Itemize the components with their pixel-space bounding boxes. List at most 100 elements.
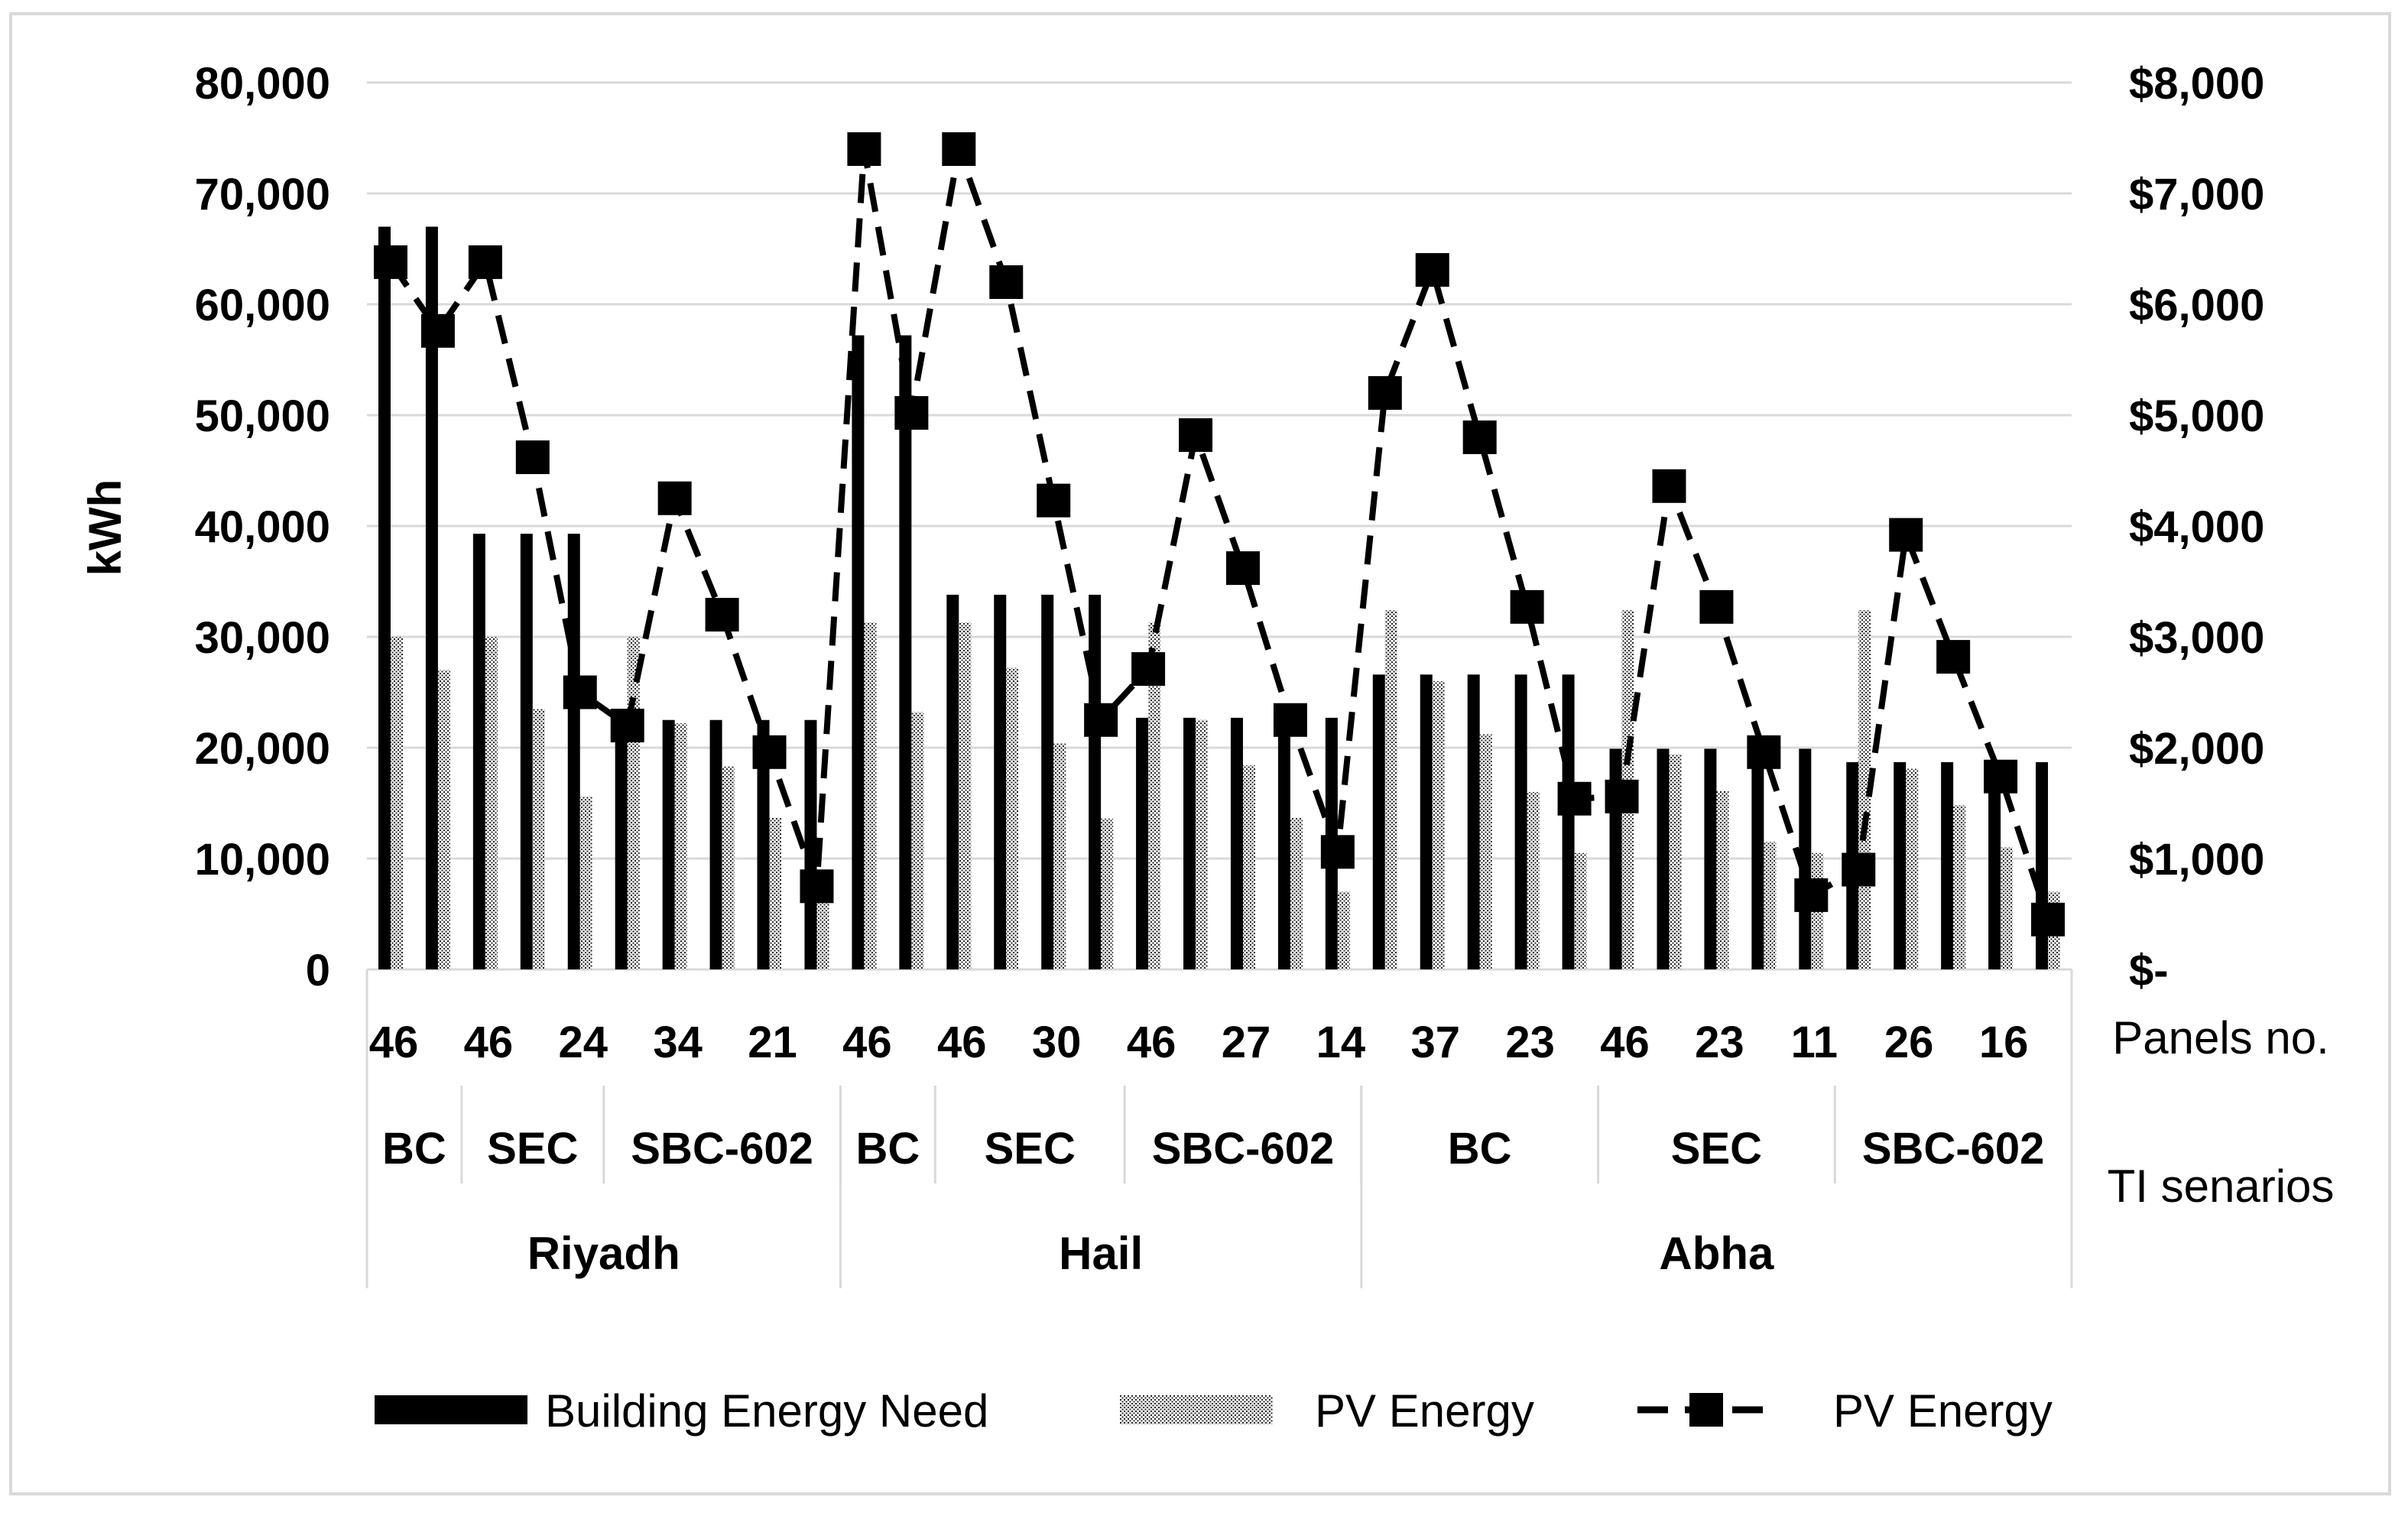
bar-pv-energy [579,796,592,969]
bar-building-energy-need [1277,717,1290,969]
cost-marker [1652,469,1686,503]
bar-pv-energy [1669,754,1682,969]
bar-building-energy-need [1230,717,1243,969]
panel-count-label: 11 [1791,1018,1838,1067]
legend-item-pv-energy-cost: PV Energy [1637,1385,2053,1437]
panel-count-label: 23 [1505,1018,1555,1067]
panel-count-label: 27 [1222,1018,1271,1067]
cost-marker [1368,376,1402,410]
y2-tick-label: $5,000 [2129,391,2264,441]
bar-building-energy-need [1941,761,1954,969]
bar-pv-energy [1006,667,1019,969]
cost-marker [1747,735,1781,769]
bar-building-energy-need [1562,674,1575,969]
bar-building-energy-need [1372,674,1385,969]
bar-pv-energy [1574,852,1587,969]
y-axis-title: kWh [80,479,131,576]
bar-pv-energy [2001,847,2014,969]
bar-building-energy-need [662,719,675,969]
legend-item-building-energy-need: Building Energy Need [375,1385,988,1437]
bar-pv-energy [1337,891,1350,969]
bar-building-energy-need [615,719,628,969]
bar-building-energy-need [1894,761,1907,969]
y2-tick-label: $3,000 [2129,613,2264,663]
bar-pv-energy [485,637,498,969]
bar-building-energy-need [425,226,438,969]
cost-marker [752,735,787,769]
bar-pv-energy [1953,805,1966,969]
bar-building-energy-need [1657,748,1670,969]
cost-marker [1462,420,1497,454]
bar-building-energy-need [1988,761,2001,969]
y-tick-label: 80,000 [195,59,330,109]
cost-marker [1794,878,1829,912]
bar-building-energy-need [1136,717,1149,969]
bar-building-energy-need [804,719,817,969]
bar-pv-energy [1242,765,1255,969]
panel-count-label: 14 [1316,1018,1366,1067]
y2-tick-label: $4,000 [2129,502,2264,552]
bar-pv-energy [532,709,545,969]
y2-tick-label: $2,000 [2129,724,2264,774]
cost-marker [1179,418,1213,453]
bar-building-energy-need [757,719,770,969]
legend: Building Energy Need PV Energy PV Energy [375,1385,2053,1437]
bar-building-energy-need [852,335,865,970]
bar-building-energy-need [1751,748,1764,969]
cost-polyline [388,137,2051,921]
panel-count-label: 34 [653,1018,703,1067]
panel-count-label: 46 [369,1018,419,1067]
bar-pv-energy [674,723,687,969]
bar-pv-energy [1148,622,1161,969]
y-tick-label: 40,000 [195,502,330,552]
y2-tick-label: $1,000 [2129,835,2264,885]
bar-building-energy-need [709,719,722,969]
bar-building-energy-need [946,594,959,969]
scenarios-level-label: TI senarios [2108,1161,2335,1212]
bar-pv-energy [627,637,640,969]
cost-marker [420,313,455,348]
bar-pv-energy [1101,818,1114,969]
bar-building-energy-need [472,534,485,969]
bar-pv-energy [911,712,924,969]
bar-building-energy-need [899,335,912,970]
panel-count-label: 46 [1127,1018,1176,1067]
panel-count-label: 30 [1032,1018,1082,1067]
y-tick-label: 10,000 [195,835,330,885]
cost-marker [989,265,1024,299]
legend-swatch-hatched [1120,1395,1273,1424]
bar-building-energy-need [1799,748,1812,969]
bar-pv-energy [1906,768,1919,969]
bar-building-energy-need [994,594,1007,969]
y-tick-label: 70,000 [195,170,330,219]
y2-axis-ticks: $- $1,000 $2,000 $3,000 $4,000 $5,000 $6,000 $7… [2129,59,2264,995]
y-tick-label: 20,000 [195,724,330,774]
pv-energy-cost-line [373,132,2066,937]
scenario-label: SEC [1671,1124,1762,1174]
bar-pv-energy [959,622,972,969]
y2-tick-label: $- [2129,946,2169,995]
bar-building-energy-need [1041,594,1054,969]
building-energy-need-bars [378,226,2049,970]
bar-building-energy-need [1089,594,1102,969]
bar-pv-energy [722,766,735,969]
legend-marker-square [1689,1393,1723,1427]
chart-frame [9,12,2391,1495]
cost-marker [468,245,502,279]
legend-item-pv-energy: PV Energy [1120,1385,1534,1437]
panel-count-label: 23 [1695,1018,1744,1067]
gridlines [367,81,2072,971]
cost-marker [657,481,692,515]
panel-count-label: 24 [558,1018,608,1067]
panel-count-label: 26 [1884,1018,1934,1067]
bar-building-energy-need [378,226,391,969]
cost-marker [942,132,976,166]
scenario-label: SEC [487,1124,578,1174]
bar-building-energy-need [1183,717,1196,969]
city-label: Abha [1659,1228,1774,1279]
scenario-label: SBC-602 [1862,1124,2045,1174]
cost-marker [1320,835,1355,869]
x-axis: 46 46 24 34 21 46 46 30 46 27 14 37 23 46 23 11 26 16 BC SE… [365,969,2073,1288]
y2-tick-label: $7,000 [2129,170,2264,219]
panel-count-label: 37 [1410,1018,1460,1067]
